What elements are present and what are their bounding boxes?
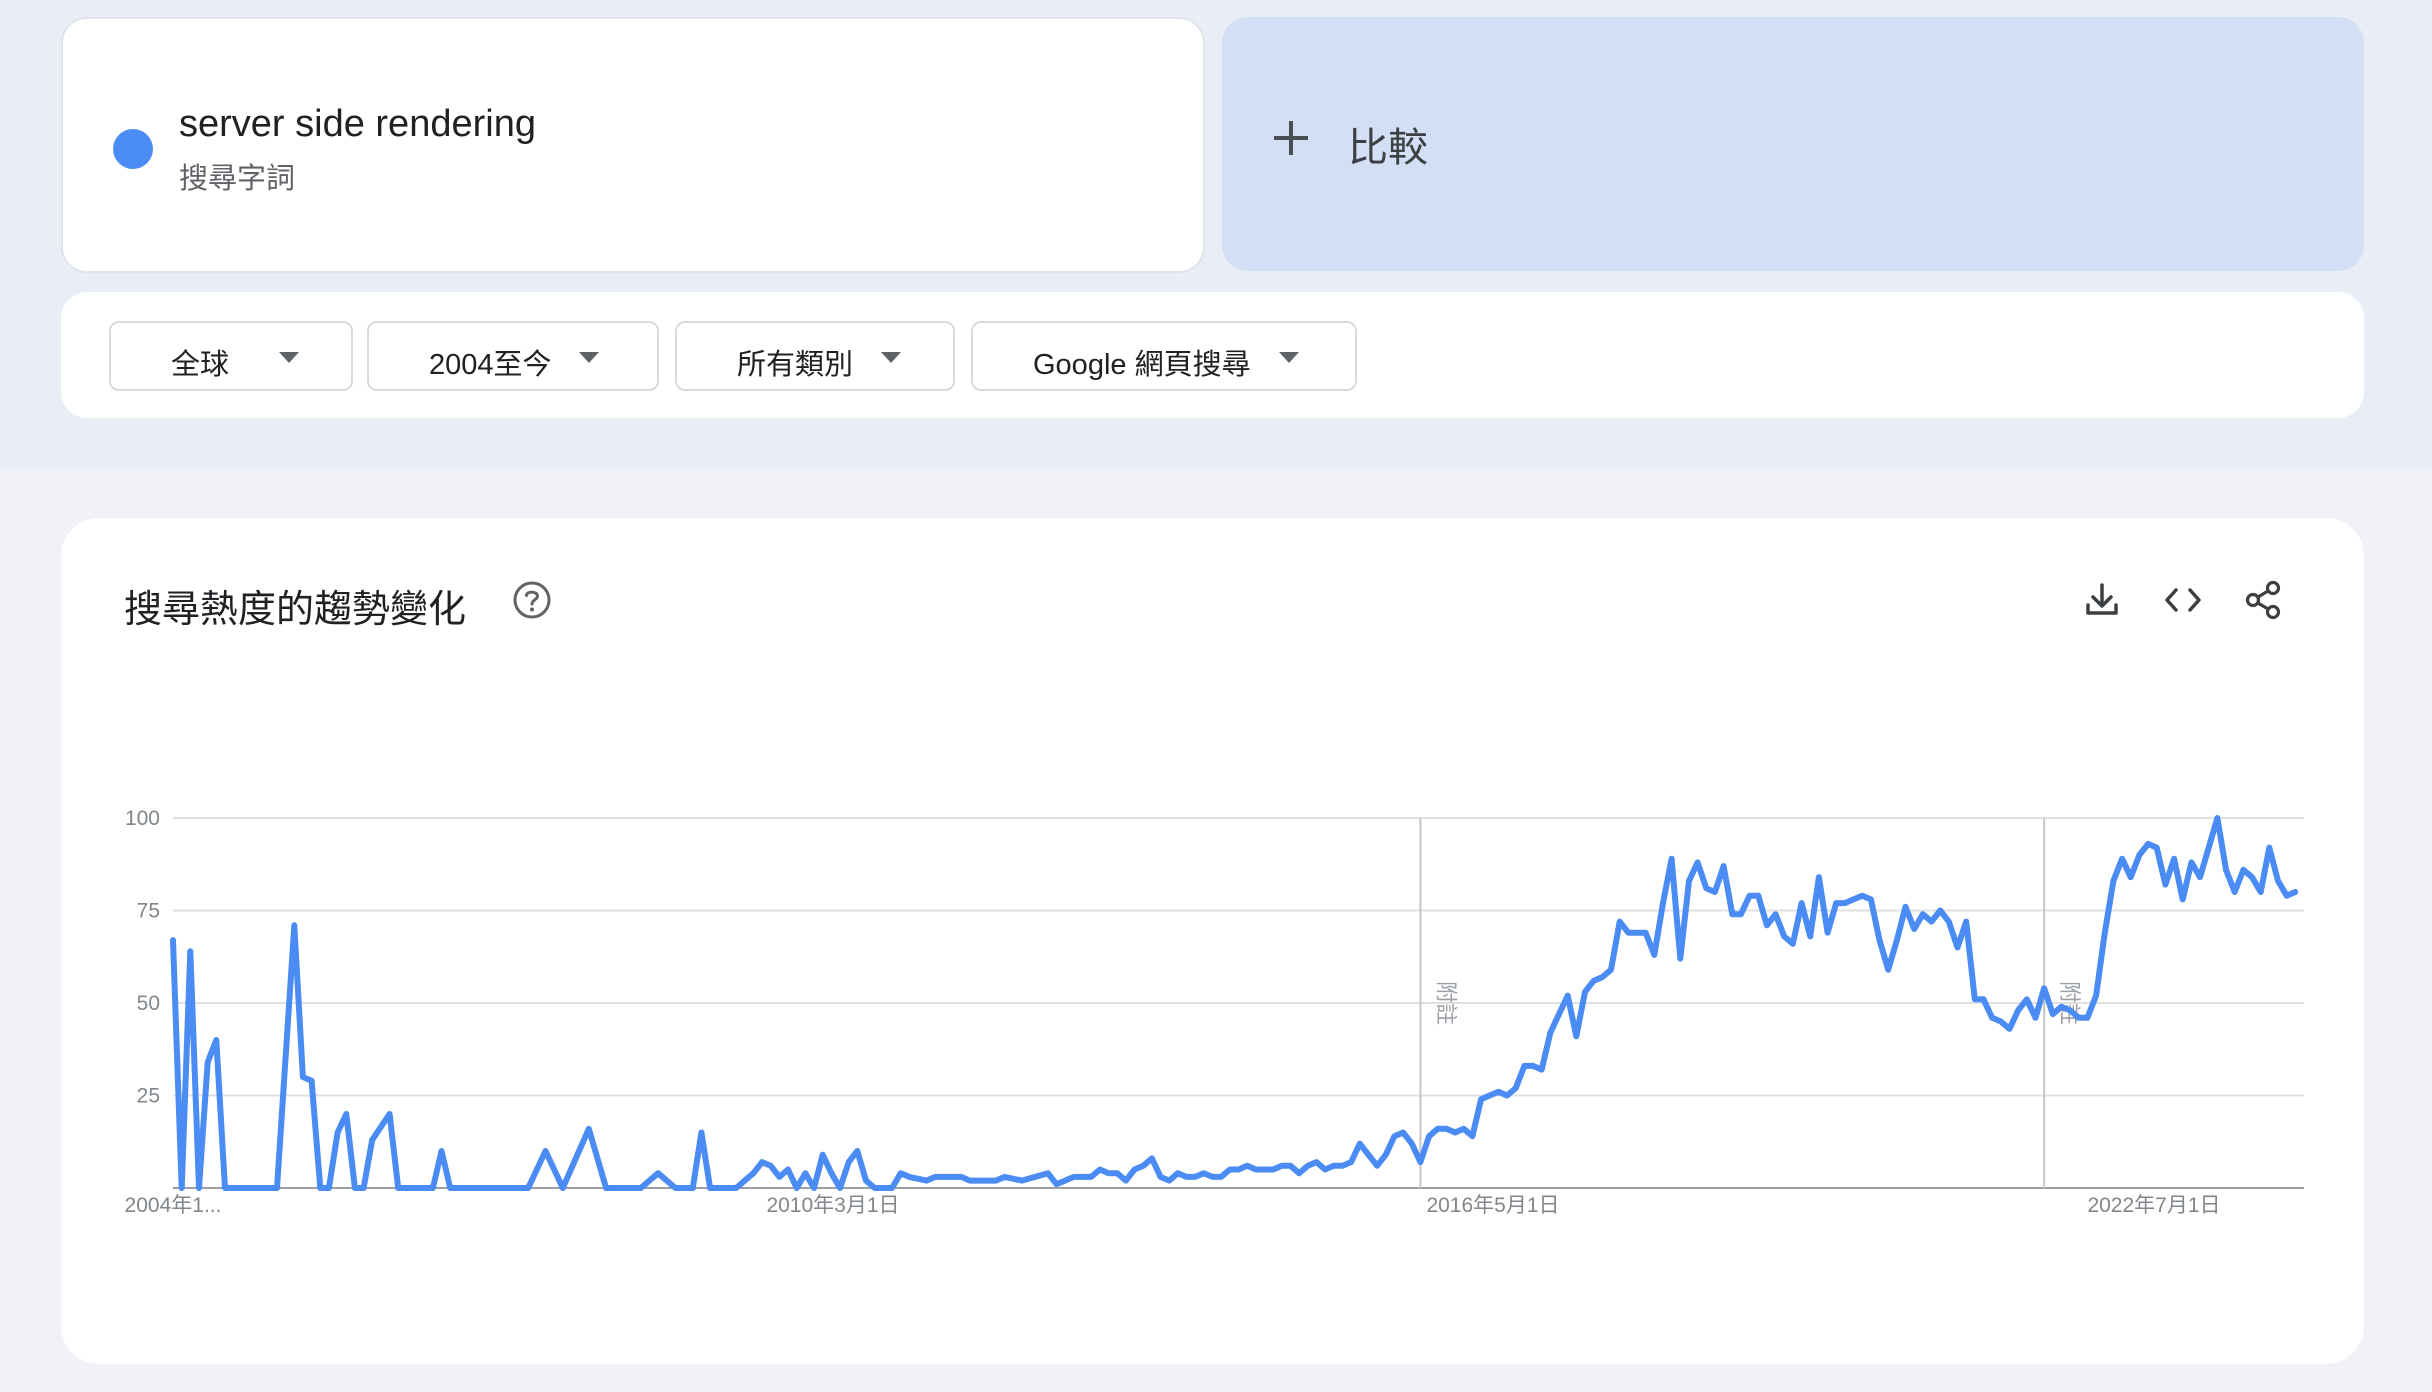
search-term-type: 搜尋字詞 — [179, 163, 296, 195]
series-color-dot — [113, 129, 153, 169]
region-filter-label: 全球 — [171, 349, 230, 381]
y-tick-label: 25 — [137, 1085, 160, 1108]
x-tick-label: 2022年7月1日 — [2087, 1194, 2220, 1217]
search-term-name[interactable]: server side rendering — [179, 103, 536, 145]
y-tick-label: 100 — [125, 807, 160, 830]
region-filter-dropdown[interactable]: 全球 — [109, 321, 353, 391]
chart-title: 搜尋熱度的趨勢變化 — [124, 589, 467, 631]
chevron-down-icon — [279, 352, 299, 363]
plus-icon — [1274, 121, 1308, 155]
download-icon[interactable] — [2080, 578, 2124, 622]
chevron-down-icon — [579, 352, 599, 363]
time-range-filter-label: 2004至今 — [429, 349, 552, 381]
search-type-filter-label: Google 網頁搜尋 — [1033, 349, 1251, 381]
chevron-down-icon — [881, 352, 901, 363]
compare-button[interactable]: 比較 — [1222, 17, 2364, 271]
compare-label: 比較 — [1348, 126, 1428, 170]
note-label[interactable]: 附註 — [1432, 981, 1457, 1025]
share-icon[interactable] — [2241, 578, 2285, 622]
interest-over-time-card: 搜尋熱度的趨勢變化 附註 附註 100 75 50 25 2004年1... 2010年3月… — [61, 518, 2364, 1364]
category-filter-dropdown[interactable]: 所有類別 — [675, 321, 955, 391]
chevron-down-icon — [1279, 352, 1299, 363]
search-term-card[interactable]: server side rendering 搜尋字詞 — [61, 17, 1205, 273]
time-range-filter-dropdown[interactable]: 2004至今 — [367, 321, 659, 391]
x-tick-label: 2004年1... — [125, 1194, 222, 1217]
y-tick-label: 50 — [137, 992, 160, 1015]
x-tick-label: 2016年5月1日 — [1426, 1194, 1559, 1217]
search-type-filter-dropdown[interactable]: Google 網頁搜尋 — [971, 321, 1357, 391]
filter-bar: 全球 2004至今 所有類別 Google 網頁搜尋 — [61, 292, 2364, 418]
x-tick-label: 2010年3月1日 — [766, 1194, 899, 1217]
y-tick-label: 75 — [137, 900, 160, 923]
category-filter-label: 所有類別 — [737, 349, 854, 381]
series-line-0[interactable] — [170, 815, 2299, 1191]
help-icon[interactable] — [512, 580, 552, 620]
embed-code-icon[interactable] — [2161, 578, 2205, 622]
